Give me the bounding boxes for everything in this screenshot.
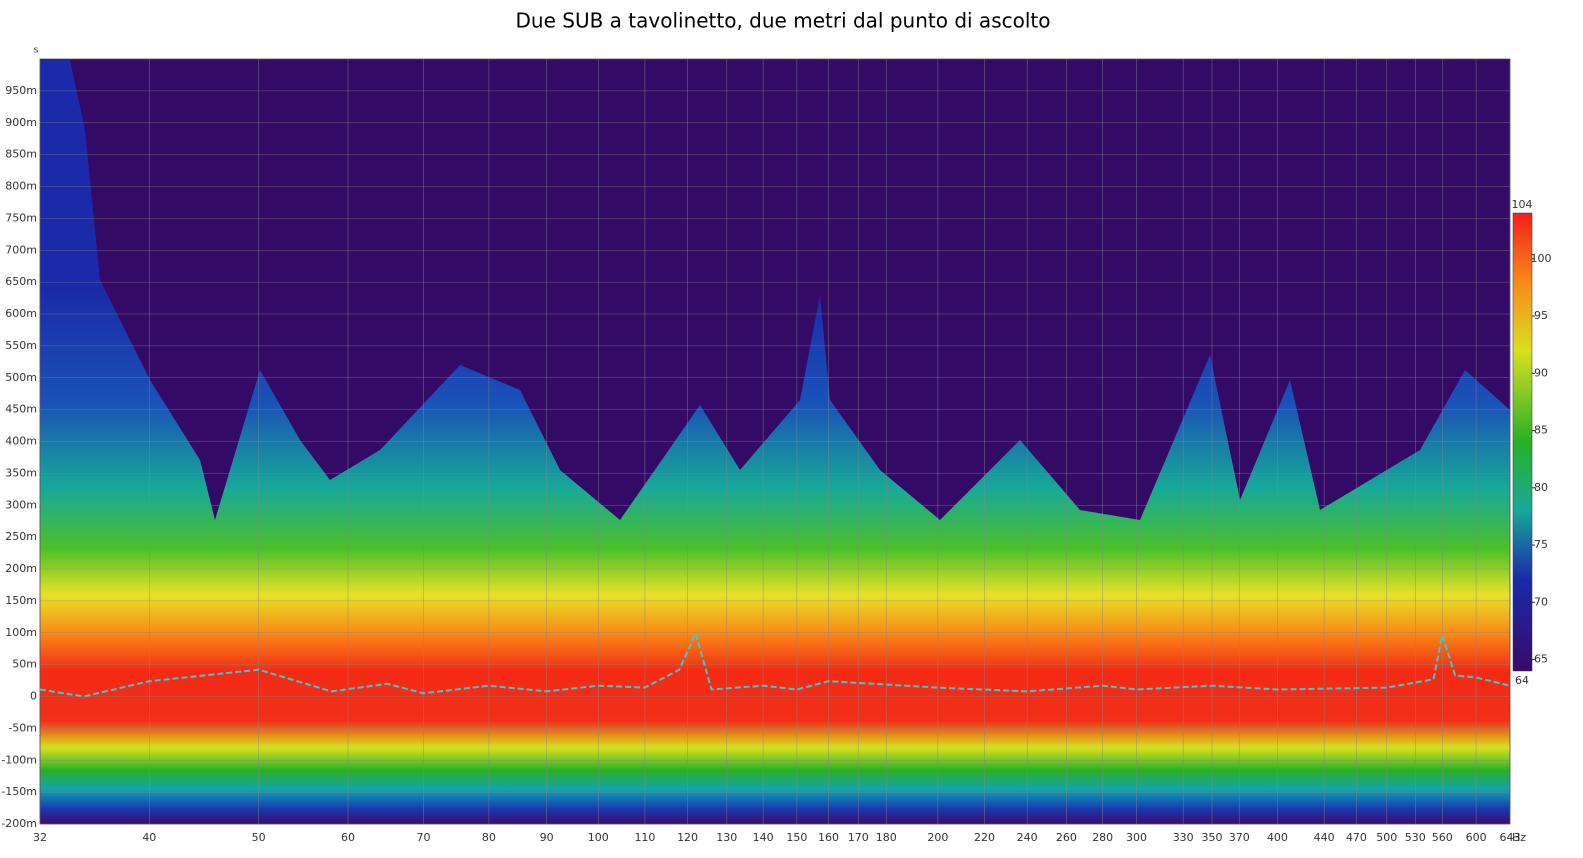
x-tick-label: 240 <box>1017 831 1038 844</box>
colorbar-max: 104 <box>1512 198 1533 211</box>
y-tick-label: 950m <box>5 84 37 97</box>
x-tick-label: 150 <box>786 831 807 844</box>
x-tick-label: 500 <box>1376 831 1397 844</box>
colorbar-tick-label: 80 <box>1534 481 1548 494</box>
x-tick-label: 400 <box>1267 831 1288 844</box>
y-unit: s <box>34 46 39 56</box>
x-tick-label: 560 <box>1432 831 1453 844</box>
x-unit: Hz <box>1512 831 1526 844</box>
x-tick-label: 370 <box>1229 831 1250 844</box>
x-tick-label: 130 <box>716 831 737 844</box>
x-tick-label: 330 <box>1173 831 1194 844</box>
colorbar-tick-label: 65 <box>1534 653 1548 666</box>
y-tick-label: 600m <box>5 307 37 320</box>
colorbar-tick-label: 70 <box>1534 595 1548 608</box>
colorbar-tick-label: 100 <box>1531 252 1552 265</box>
y-tick-label: -150m <box>1 785 37 798</box>
x-tick-label: 600 <box>1466 831 1487 844</box>
x-tick-label: 32 <box>33 831 47 844</box>
x-tick-label: 170 <box>848 831 869 844</box>
y-tick-label: 0 <box>30 690 37 703</box>
y-tick-label: 50m <box>12 658 37 671</box>
peak-line <box>39 630 1511 698</box>
x-tick-label: 50 <box>252 831 266 844</box>
y-tick-label: 150m <box>5 594 37 607</box>
y-tick-label: 900m <box>5 116 37 129</box>
colorbar-tick-label: 90 <box>1534 366 1548 379</box>
x-tick-label: 80 <box>482 831 496 844</box>
x-tick-label: 110 <box>634 831 655 844</box>
y-tick-label: 450m <box>5 403 37 416</box>
y-tick-label: 350m <box>5 466 37 479</box>
y-tick-label: 300m <box>5 498 37 511</box>
y-tick-label: 800m <box>5 180 37 193</box>
plot-border <box>39 58 1511 825</box>
x-tick-label: 40 <box>142 831 156 844</box>
x-tick-label: 643 <box>1500 831 1521 844</box>
y-tick-label: 250m <box>5 530 37 543</box>
y-tick-label: 550m <box>5 339 37 352</box>
y-tick-label: -100m <box>1 753 37 766</box>
x-tick-label: 100 <box>588 831 609 844</box>
y-tick-label: 200m <box>5 562 37 575</box>
colorbar-tick-label: 75 <box>1534 538 1548 551</box>
y-tick-label: 650m <box>5 275 37 288</box>
colorbar-tick-label: 95 <box>1534 309 1548 322</box>
x-tick-label: 470 <box>1346 831 1367 844</box>
x-tick-label: 260 <box>1056 831 1077 844</box>
y-tick-label: 700m <box>5 243 37 256</box>
y-tick-label: 100m <box>5 626 37 639</box>
y-tick-label: 750m <box>5 211 37 224</box>
x-tick-label: 60 <box>341 831 355 844</box>
x-tick-label: 300 <box>1126 831 1147 844</box>
x-tick-label: 90 <box>540 831 554 844</box>
x-tick-label: 530 <box>1405 831 1426 844</box>
colorbar-min: 64 <box>1515 674 1529 687</box>
x-tick-label: 350 <box>1202 831 1223 844</box>
x-tick-label: 440 <box>1314 831 1335 844</box>
y-tick-label: -50m <box>8 721 37 734</box>
x-tick-label: 160 <box>818 831 839 844</box>
x-tick-label: 70 <box>416 831 430 844</box>
y-tick-label: 400m <box>5 435 37 448</box>
colorbar-tick-label: 85 <box>1534 424 1548 437</box>
y-tick-label: 850m <box>5 148 37 161</box>
x-tick-label: 280 <box>1092 831 1113 844</box>
chart-title: Due SUB a tavolinetto, due metri dal pun… <box>516 9 1051 33</box>
x-tick-label: 120 <box>677 831 698 844</box>
y-tick-label: -200m <box>1 817 37 830</box>
y-tick-label: 500m <box>5 371 37 384</box>
x-tick-label: 140 <box>753 831 774 844</box>
x-tick-label: 220 <box>974 831 995 844</box>
x-tick-label: 180 <box>876 831 897 844</box>
x-tick-label: 200 <box>927 831 948 844</box>
colorbar <box>1512 212 1533 672</box>
